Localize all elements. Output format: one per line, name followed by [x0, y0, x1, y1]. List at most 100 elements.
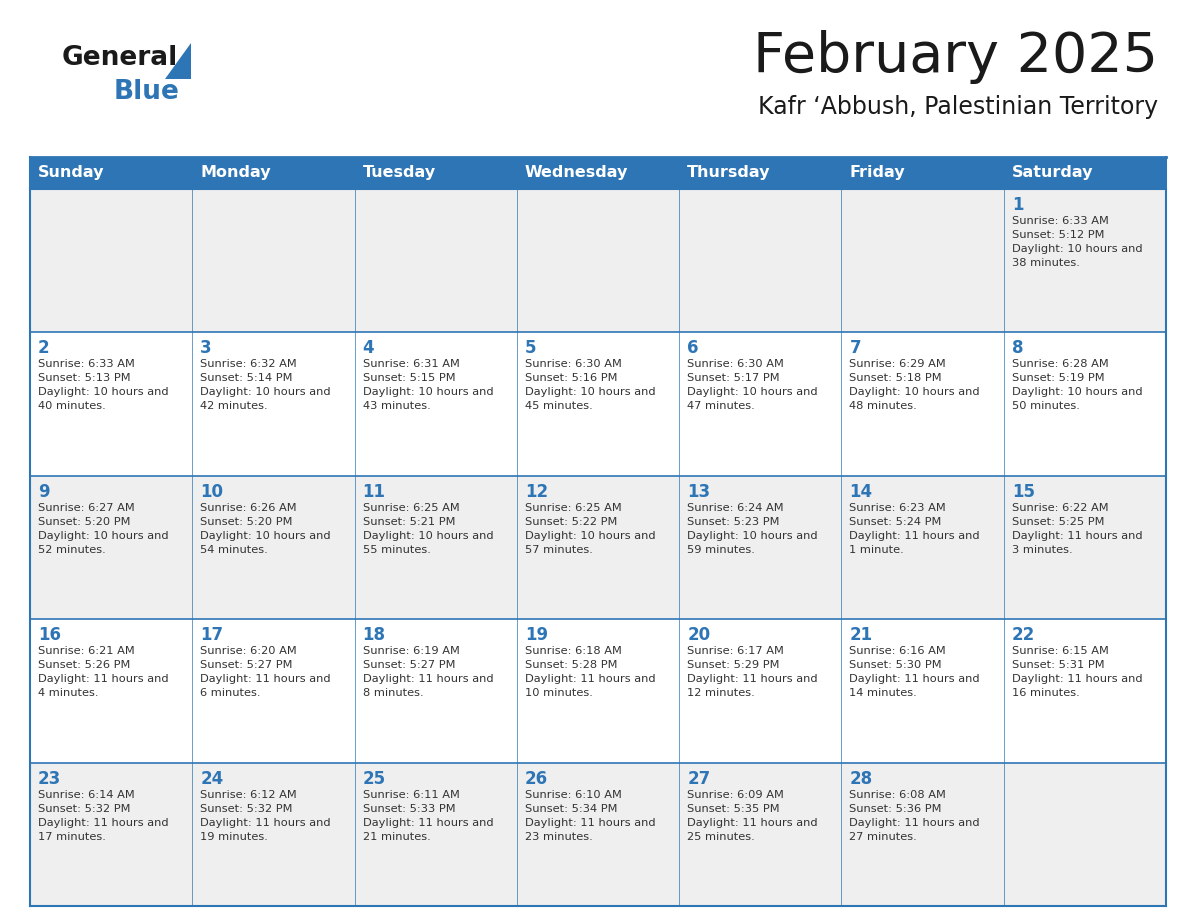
Text: Daylight: 11 hours and: Daylight: 11 hours and	[849, 818, 980, 828]
Text: Sunrise: 6:14 AM: Sunrise: 6:14 AM	[38, 789, 134, 800]
Text: Sunrise: 6:33 AM: Sunrise: 6:33 AM	[1012, 216, 1108, 226]
Text: 3: 3	[201, 340, 211, 357]
Text: Sunrise: 6:16 AM: Sunrise: 6:16 AM	[849, 646, 946, 656]
Text: 7: 7	[849, 340, 861, 357]
Text: Sunrise: 6:25 AM: Sunrise: 6:25 AM	[362, 503, 460, 513]
Text: Daylight: 11 hours and: Daylight: 11 hours and	[201, 674, 331, 684]
Text: Sunset: 5:19 PM: Sunset: 5:19 PM	[1012, 374, 1105, 384]
Text: Thursday: Thursday	[687, 165, 771, 181]
Text: 3 minutes.: 3 minutes.	[1012, 544, 1073, 554]
Text: 19 minutes.: 19 minutes.	[201, 832, 268, 842]
Text: Blue: Blue	[114, 79, 179, 105]
Text: Sunset: 5:21 PM: Sunset: 5:21 PM	[362, 517, 455, 527]
Text: Daylight: 10 hours and: Daylight: 10 hours and	[849, 387, 980, 397]
Text: Sunrise: 6:17 AM: Sunrise: 6:17 AM	[687, 646, 784, 656]
Text: Sunrise: 6:27 AM: Sunrise: 6:27 AM	[38, 503, 134, 513]
Text: Daylight: 10 hours and: Daylight: 10 hours and	[1012, 387, 1143, 397]
Text: Sunset: 5:36 PM: Sunset: 5:36 PM	[849, 803, 942, 813]
Text: Sunrise: 6:33 AM: Sunrise: 6:33 AM	[38, 360, 135, 369]
Text: Sunrise: 6:30 AM: Sunrise: 6:30 AM	[525, 360, 621, 369]
Text: Sunrise: 6:32 AM: Sunrise: 6:32 AM	[201, 360, 297, 369]
Text: 17 minutes.: 17 minutes.	[38, 832, 106, 842]
Text: Sunset: 5:15 PM: Sunset: 5:15 PM	[362, 374, 455, 384]
Text: 14: 14	[849, 483, 872, 501]
Text: Sunset: 5:27 PM: Sunset: 5:27 PM	[362, 660, 455, 670]
Text: 47 minutes.: 47 minutes.	[687, 401, 754, 411]
Text: Daylight: 11 hours and: Daylight: 11 hours and	[1012, 674, 1143, 684]
Text: Sunset: 5:17 PM: Sunset: 5:17 PM	[687, 374, 779, 384]
Text: Daylight: 11 hours and: Daylight: 11 hours and	[1012, 531, 1143, 541]
Text: 8: 8	[1012, 340, 1023, 357]
Text: 57 minutes.: 57 minutes.	[525, 544, 593, 554]
Text: Daylight: 10 hours and: Daylight: 10 hours and	[362, 531, 493, 541]
Text: Daylight: 10 hours and: Daylight: 10 hours and	[687, 531, 817, 541]
Text: Sunrise: 6:15 AM: Sunrise: 6:15 AM	[1012, 646, 1108, 656]
Text: Sunrise: 6:21 AM: Sunrise: 6:21 AM	[38, 646, 134, 656]
Text: Daylight: 11 hours and: Daylight: 11 hours and	[38, 674, 169, 684]
Text: Sunrise: 6:30 AM: Sunrise: 6:30 AM	[687, 360, 784, 369]
Text: Sunset: 5:28 PM: Sunset: 5:28 PM	[525, 660, 618, 670]
Text: Daylight: 11 hours and: Daylight: 11 hours and	[38, 818, 169, 828]
Text: Sunset: 5:31 PM: Sunset: 5:31 PM	[1012, 660, 1105, 670]
Text: 54 minutes.: 54 minutes.	[201, 544, 268, 554]
Text: 17: 17	[201, 626, 223, 644]
Text: Daylight: 11 hours and: Daylight: 11 hours and	[362, 674, 493, 684]
Text: 26: 26	[525, 769, 548, 788]
Text: Sunset: 5:35 PM: Sunset: 5:35 PM	[687, 803, 779, 813]
Text: Sunset: 5:12 PM: Sunset: 5:12 PM	[1012, 230, 1104, 240]
Text: Sunset: 5:25 PM: Sunset: 5:25 PM	[1012, 517, 1104, 527]
Text: 1 minute.: 1 minute.	[849, 544, 904, 554]
Text: Sunset: 5:30 PM: Sunset: 5:30 PM	[849, 660, 942, 670]
Text: Sunset: 5:22 PM: Sunset: 5:22 PM	[525, 517, 618, 527]
Text: 10: 10	[201, 483, 223, 501]
Text: Daylight: 10 hours and: Daylight: 10 hours and	[201, 531, 331, 541]
Text: Daylight: 10 hours and: Daylight: 10 hours and	[687, 387, 817, 397]
Text: Sunset: 5:16 PM: Sunset: 5:16 PM	[525, 374, 618, 384]
Text: Sunrise: 6:31 AM: Sunrise: 6:31 AM	[362, 360, 460, 369]
Text: 8 minutes.: 8 minutes.	[362, 688, 423, 699]
Text: 10 minutes.: 10 minutes.	[525, 688, 593, 699]
Text: Daylight: 11 hours and: Daylight: 11 hours and	[362, 818, 493, 828]
Text: Sunrise: 6:25 AM: Sunrise: 6:25 AM	[525, 503, 621, 513]
Text: Sunset: 5:24 PM: Sunset: 5:24 PM	[849, 517, 942, 527]
Text: Daylight: 10 hours and: Daylight: 10 hours and	[38, 387, 169, 397]
Text: Sunrise: 6:12 AM: Sunrise: 6:12 AM	[201, 789, 297, 800]
Text: 21 minutes.: 21 minutes.	[362, 832, 430, 842]
Text: Sunrise: 6:28 AM: Sunrise: 6:28 AM	[1012, 360, 1108, 369]
Text: Sunrise: 6:10 AM: Sunrise: 6:10 AM	[525, 789, 621, 800]
Text: Sunrise: 6:23 AM: Sunrise: 6:23 AM	[849, 503, 946, 513]
Text: Sunrise: 6:26 AM: Sunrise: 6:26 AM	[201, 503, 297, 513]
Text: 13: 13	[687, 483, 710, 501]
Text: 40 minutes.: 40 minutes.	[38, 401, 106, 411]
Text: 23 minutes.: 23 minutes.	[525, 832, 593, 842]
Text: 4 minutes.: 4 minutes.	[38, 688, 99, 699]
Text: 52 minutes.: 52 minutes.	[38, 544, 106, 554]
Text: 4: 4	[362, 340, 374, 357]
Text: 15: 15	[1012, 483, 1035, 501]
Text: Daylight: 11 hours and: Daylight: 11 hours and	[849, 674, 980, 684]
Text: Daylight: 11 hours and: Daylight: 11 hours and	[849, 531, 980, 541]
Text: 6 minutes.: 6 minutes.	[201, 688, 261, 699]
Text: 14 minutes.: 14 minutes.	[849, 688, 917, 699]
Text: Sunrise: 6:11 AM: Sunrise: 6:11 AM	[362, 789, 460, 800]
Text: Sunset: 5:34 PM: Sunset: 5:34 PM	[525, 803, 618, 813]
Text: 23: 23	[38, 769, 62, 788]
Text: 28: 28	[849, 769, 872, 788]
Text: Daylight: 11 hours and: Daylight: 11 hours and	[525, 674, 656, 684]
Text: Sunset: 5:14 PM: Sunset: 5:14 PM	[201, 374, 292, 384]
Text: Sunset: 5:27 PM: Sunset: 5:27 PM	[201, 660, 292, 670]
Text: 12: 12	[525, 483, 548, 501]
Text: Daylight: 11 hours and: Daylight: 11 hours and	[525, 818, 656, 828]
Text: Daylight: 10 hours and: Daylight: 10 hours and	[362, 387, 493, 397]
Text: 16 minutes.: 16 minutes.	[1012, 688, 1080, 699]
Text: 12 minutes.: 12 minutes.	[687, 688, 754, 699]
Text: 25: 25	[362, 769, 386, 788]
Text: 48 minutes.: 48 minutes.	[849, 401, 917, 411]
Text: 50 minutes.: 50 minutes.	[1012, 401, 1080, 411]
Text: Sunset: 5:13 PM: Sunset: 5:13 PM	[38, 374, 131, 384]
Text: Sunrise: 6:18 AM: Sunrise: 6:18 AM	[525, 646, 621, 656]
Text: February 2025: February 2025	[753, 30, 1158, 84]
Text: Daylight: 10 hours and: Daylight: 10 hours and	[1012, 244, 1143, 254]
Text: Daylight: 10 hours and: Daylight: 10 hours and	[525, 531, 656, 541]
Text: Sunset: 5:32 PM: Sunset: 5:32 PM	[38, 803, 131, 813]
